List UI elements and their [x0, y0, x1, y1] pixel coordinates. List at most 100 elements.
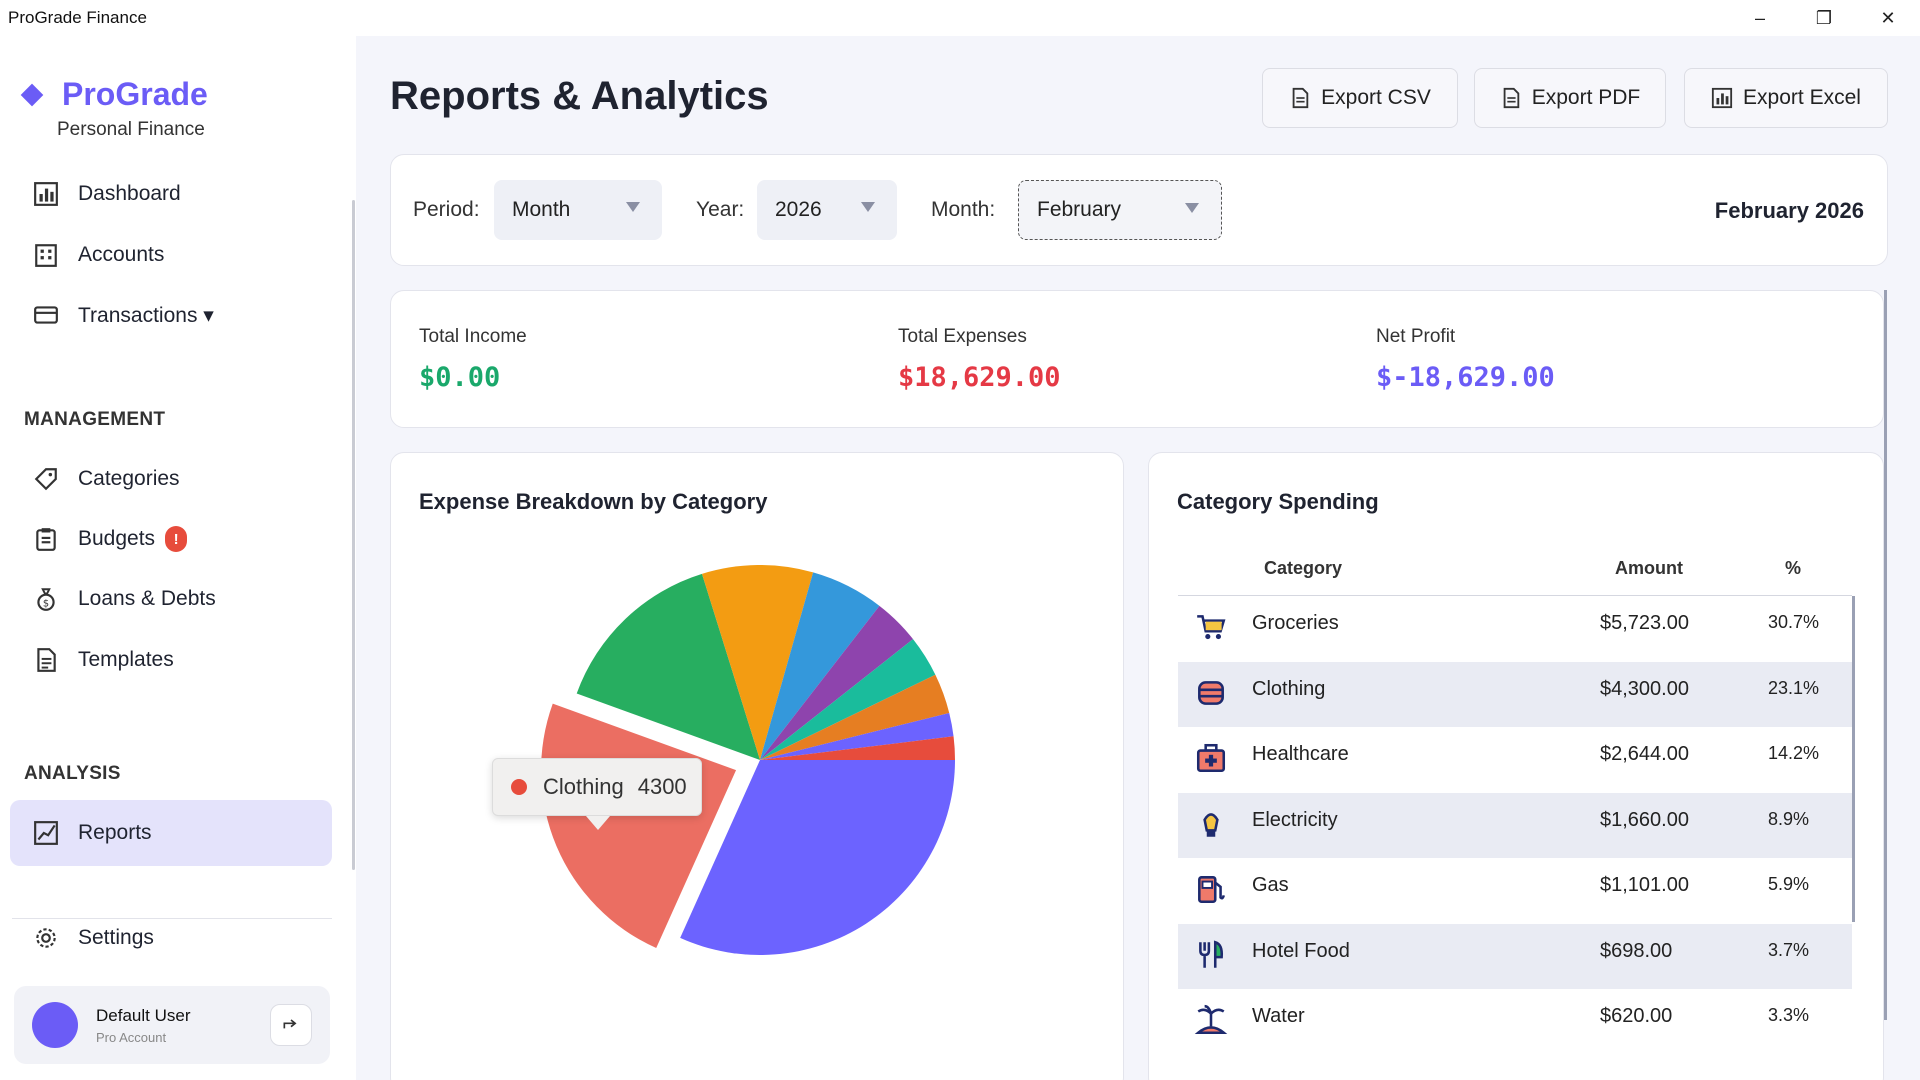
sidebar-item-accounts[interactable]: Accounts — [10, 222, 332, 288]
sidebar-item-transactions[interactable]: Transactions ▾ — [10, 282, 332, 348]
fork-knife-icon — [1194, 938, 1228, 972]
period-value: Month — [512, 198, 571, 221]
pie-slice-other-8[interactable] — [760, 712, 954, 760]
user-name: Default User — [96, 1005, 191, 1025]
sidebar-item-budgets[interactable]: Budgets ! — [10, 506, 332, 572]
row-percent: 3.3% — [1768, 1005, 1810, 1025]
table-scrollbar[interactable] — [1852, 596, 1855, 922]
total-expenses-value: $18,629.00 — [898, 362, 1061, 393]
bar-chart-icon — [32, 180, 60, 208]
total-income-value: $0.00 — [419, 362, 501, 393]
pie-slice-water[interactable] — [760, 639, 936, 760]
clipboard-icon — [32, 525, 60, 553]
row-category: Gas — [1252, 874, 1289, 896]
export-excel-button[interactable]: Export Excel — [1684, 68, 1888, 128]
chevron-down-icon — [861, 202, 875, 212]
export-document-icon — [1503, 87, 1519, 109]
sidebar-item-dashboard[interactable]: Dashboard — [10, 161, 332, 227]
logout-button[interactable] — [270, 1004, 312, 1046]
period-display: February 2026 — [1714, 198, 1864, 223]
avatar — [32, 1002, 78, 1048]
export-chart-icon — [1711, 87, 1733, 109]
island-icon — [1194, 1003, 1228, 1037]
month-select[interactable]: February — [1018, 180, 1222, 240]
total-income-label: Total Income — [419, 326, 527, 347]
table-row[interactable]: Healthcare $2,644.00 14.2% — [1178, 727, 1852, 792]
building-icon — [32, 241, 60, 269]
sidebar-item-label: Dashboard — [78, 182, 181, 205]
row-category: Groceries — [1252, 612, 1339, 634]
sidebar-item-templates[interactable]: Templates — [10, 627, 332, 693]
close-button[interactable]: ✕ — [1880, 7, 1896, 28]
row-amount: $4,300.00 — [1600, 677, 1689, 700]
column-header-amount: Amount — [1615, 558, 1683, 578]
sidebar-item-label: Templates — [78, 648, 174, 671]
pie-slice-healthcare[interactable] — [576, 573, 760, 760]
table-row[interactable]: Water $620.00 3.3% — [1178, 989, 1852, 1054]
net-profit-label: Net Profit — [1376, 326, 1456, 347]
chevron-down-icon — [626, 202, 640, 212]
section-label-management: MANAGEMENT — [24, 409, 166, 430]
chart-tooltip: Clothing 4300 — [492, 758, 702, 816]
sidebar-item-label: Loans & Debts — [78, 587, 216, 610]
clothing-icon — [1194, 676, 1228, 710]
sidebar-item-loans-debts[interactable]: $ Loans & Debts — [10, 566, 332, 632]
pie-slice-other-7[interactable] — [760, 674, 950, 760]
user-card: Default User Pro Account — [14, 986, 330, 1064]
period-select[interactable]: Month — [494, 180, 662, 240]
export-csv-label: Export CSV — [1321, 86, 1431, 109]
svg-text:$: $ — [43, 599, 49, 610]
logout-arrow-icon — [283, 1019, 297, 1029]
table-row[interactable]: Clothing $4,300.00 23.1% — [1178, 661, 1852, 727]
minimize-button[interactable]: – — [1754, 7, 1765, 28]
pie-slice-groceries[interactable] — [680, 760, 955, 955]
expense-pie-chart[interactable] — [530, 560, 970, 980]
sidebar-scrollbar[interactable] — [352, 200, 355, 870]
section-label-analysis: ANALYSIS — [24, 763, 121, 784]
lightbulb-icon — [1194, 807, 1228, 841]
export-csv-button[interactable]: Export CSV — [1262, 68, 1458, 128]
tooltip-pointer — [586, 816, 610, 830]
row-amount: $5,723.00 — [1600, 612, 1689, 634]
medical-kit-icon — [1194, 741, 1228, 775]
sidebar-item-label: Reports — [78, 821, 152, 844]
sidebar-item-label: Budgets — [78, 527, 156, 550]
chevron-down-icon — [1185, 203, 1199, 213]
period-label: Period: — [413, 198, 480, 221]
row-category: Electricity — [1252, 808, 1338, 831]
table-row[interactable]: Electricity $1,660.00 8.9% — [1178, 792, 1852, 858]
row-category: Water — [1252, 1005, 1305, 1027]
pie-slice-electricity[interactable] — [701, 565, 814, 760]
shopping-cart-icon — [1194, 610, 1228, 644]
sidebar-item-label: Accounts — [78, 243, 165, 266]
pie-slice-gas[interactable] — [760, 572, 880, 760]
export-pdf-button[interactable]: Export PDF — [1474, 68, 1666, 128]
credit-card-icon — [32, 301, 60, 329]
tooltip-label: Clothing — [543, 774, 624, 799]
sidebar-item-reports[interactable]: Reports — [10, 800, 332, 866]
total-expenses-label: Total Expenses — [898, 326, 1027, 347]
line-chart-icon — [32, 819, 60, 847]
row-amount: $620.00 — [1600, 1005, 1673, 1027]
tag-icon — [32, 465, 60, 493]
restore-button[interactable]: ❐ — [1815, 7, 1833, 28]
row-category: Hotel Food — [1252, 939, 1350, 962]
table-row[interactable]: Gas $1,101.00 5.9% — [1178, 858, 1852, 923]
row-amount: $1,101.00 — [1600, 874, 1689, 896]
sidebar-item-categories[interactable]: Categories — [10, 446, 332, 512]
content-scrollbar[interactable] — [1884, 290, 1887, 1020]
table-row[interactable]: Groceries $5,723.00 30.7% — [1178, 596, 1852, 661]
export-excel-label: Export Excel — [1743, 86, 1861, 109]
column-header-category: Category — [1264, 558, 1343, 578]
title-bar: ProGrade Finance – ❐ ✕ — [0, 0, 1920, 36]
sidebar-divider — [12, 918, 332, 919]
pie-slice-hotel-food[interactable] — [760, 605, 914, 760]
sidebar-item-settings[interactable]: Settings — [10, 905, 332, 971]
user-role: Pro Account — [96, 1029, 167, 1045]
table-header-separator — [1178, 595, 1852, 596]
pie-slice-other-9[interactable] — [760, 736, 955, 760]
sidebar-item-label: Transactions ▾ — [78, 303, 214, 327]
row-amount: $698.00 — [1600, 939, 1673, 962]
table-row[interactable]: Hotel Food $698.00 3.7% — [1178, 923, 1852, 989]
year-select[interactable]: 2026 — [757, 180, 897, 240]
